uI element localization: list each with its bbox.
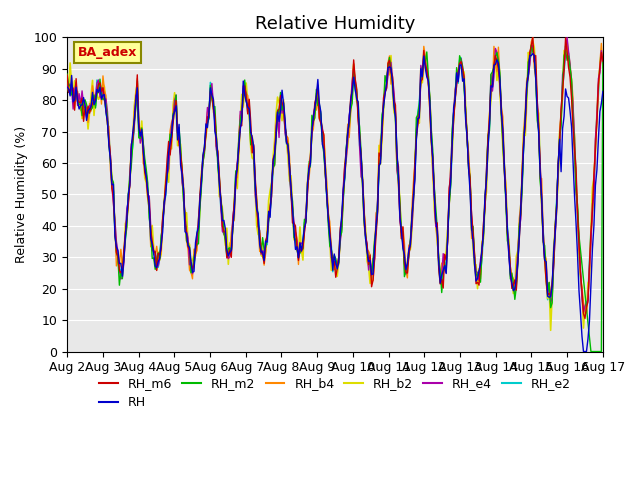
RH bbox=[580, 348, 588, 354]
RH_e2 bbox=[298, 244, 305, 250]
RH bbox=[129, 130, 137, 135]
RH_m2 bbox=[527, 42, 535, 48]
RH_e2 bbox=[581, 312, 589, 318]
Y-axis label: Relative Humidity (%): Relative Humidity (%) bbox=[15, 126, 28, 263]
RH_m2 bbox=[250, 148, 257, 154]
RH_e2 bbox=[223, 249, 230, 254]
RH_m2 bbox=[63, 71, 71, 77]
RH_e4 bbox=[580, 310, 588, 315]
RH_e4 bbox=[129, 137, 137, 143]
RH_m2 bbox=[298, 247, 305, 253]
RH_m2 bbox=[129, 140, 137, 146]
RH bbox=[571, 193, 579, 199]
RH bbox=[599, 89, 607, 95]
RH_e2 bbox=[129, 142, 137, 147]
Line: RH_b2: RH_b2 bbox=[67, 41, 603, 330]
RH_m6 bbox=[599, 58, 607, 64]
RH bbox=[63, 84, 71, 90]
RH_b2 bbox=[599, 60, 607, 65]
RH_m6 bbox=[298, 248, 305, 253]
RH_b4 bbox=[63, 82, 71, 88]
RH_b4 bbox=[223, 252, 230, 257]
RH bbox=[298, 248, 305, 254]
RH_m6 bbox=[129, 136, 137, 142]
RH_b2 bbox=[529, 38, 536, 44]
Text: BA_adex: BA_adex bbox=[78, 46, 137, 59]
RH_b2 bbox=[547, 327, 554, 333]
RH_b4 bbox=[298, 250, 305, 255]
RH bbox=[250, 144, 257, 149]
RH_b4 bbox=[582, 310, 590, 316]
RH_m2 bbox=[223, 253, 230, 259]
RH_e2 bbox=[571, 138, 579, 144]
RH_b4 bbox=[599, 64, 607, 70]
RH_m6 bbox=[250, 142, 257, 147]
RH_b4 bbox=[241, 87, 248, 93]
RH_b4 bbox=[571, 156, 579, 161]
RH_e4 bbox=[63, 84, 71, 90]
RH_m2 bbox=[587, 348, 595, 354]
RH_b2 bbox=[298, 247, 305, 253]
RH_m2 bbox=[599, 54, 607, 60]
Line: RH_m6: RH_m6 bbox=[67, 37, 603, 318]
RH_b2 bbox=[223, 225, 230, 231]
RH_e2 bbox=[241, 80, 248, 86]
RH_b4 bbox=[529, 35, 536, 40]
RH_e4 bbox=[223, 252, 230, 257]
Title: Relative Humidity: Relative Humidity bbox=[255, 15, 415, 33]
RH_m6 bbox=[223, 255, 230, 261]
RH_e2 bbox=[250, 147, 257, 153]
RH_e4 bbox=[298, 240, 305, 246]
RH_e4 bbox=[599, 60, 607, 66]
RH_e4 bbox=[571, 136, 579, 142]
RH_m2 bbox=[241, 77, 248, 83]
RH_b2 bbox=[129, 134, 137, 140]
RH bbox=[241, 93, 248, 98]
RH_e4 bbox=[241, 84, 248, 90]
RH_b2 bbox=[63, 78, 71, 84]
RH_b4 bbox=[250, 145, 257, 151]
Line: RH: RH bbox=[67, 54, 603, 351]
RH_m6 bbox=[571, 146, 579, 152]
RH_b4 bbox=[129, 137, 137, 143]
Line: RH_b4: RH_b4 bbox=[67, 37, 603, 313]
RH_b2 bbox=[572, 184, 580, 190]
RH_m6 bbox=[241, 83, 248, 89]
RH_e2 bbox=[63, 77, 71, 83]
Legend: RH_m6, RH, RH_m2, RH_b4, RH_b2, RH_e4, RH_e2: RH_m6, RH, RH_m2, RH_b4, RH_b2, RH_e4, R… bbox=[94, 372, 576, 414]
RH_e2 bbox=[599, 57, 607, 62]
RH_e4 bbox=[250, 152, 257, 158]
RH_m2 bbox=[571, 143, 579, 149]
Line: RH_e2: RH_e2 bbox=[67, 42, 603, 315]
Line: RH_e4: RH_e4 bbox=[67, 37, 603, 312]
RH_m6 bbox=[581, 315, 589, 321]
Line: RH_m2: RH_m2 bbox=[67, 45, 603, 351]
RH bbox=[529, 51, 536, 57]
RH_m6 bbox=[63, 72, 71, 78]
RH bbox=[223, 247, 230, 253]
RH_e4 bbox=[563, 35, 571, 40]
RH_m6 bbox=[529, 35, 536, 40]
RH_b2 bbox=[250, 156, 257, 162]
RH_b2 bbox=[241, 86, 248, 92]
RH_e2 bbox=[529, 39, 536, 45]
